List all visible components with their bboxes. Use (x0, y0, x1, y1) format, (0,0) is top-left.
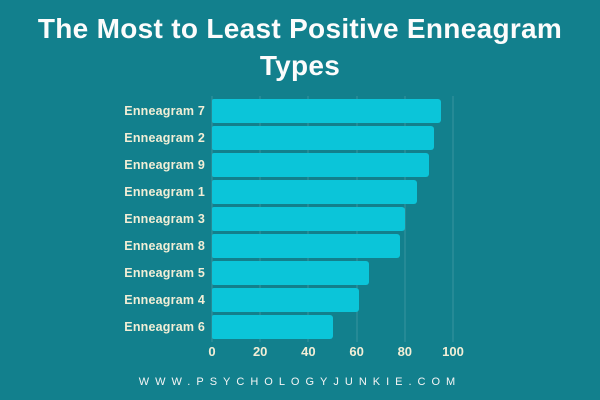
category-label: Enneagram 4 (124, 292, 205, 307)
bar (212, 125, 434, 150)
bar-track (212, 314, 453, 339)
bar (212, 260, 369, 285)
bar-track (212, 98, 453, 123)
gridline (404, 96, 406, 342)
bar (212, 287, 359, 312)
bar-row: Enneagram 2 (0, 124, 600, 151)
bar-track (212, 179, 453, 204)
category-label: Enneagram 2 (124, 130, 205, 145)
gridline (452, 96, 454, 342)
x-tick-label: 0 (208, 344, 216, 359)
category-label: Enneagram 5 (124, 265, 205, 280)
bar-chart: Enneagram 7 Enneagram 2 Enneagram 9 Enneagr… (0, 96, 600, 360)
x-tick-label: 80 (397, 344, 413, 359)
bar-row: Enneagram 5 (0, 259, 600, 286)
category-label: Enneagram 1 (124, 184, 205, 199)
x-tick-label: 100 (442, 344, 464, 359)
x-axis: 0 20 40 60 80 100 (208, 344, 463, 360)
bar-row: Enneagram 1 (0, 178, 600, 205)
website-url: WWW.PSYCHOLOGYJUNKIE.COM (138, 376, 462, 388)
category-label: Enneagram 8 (124, 238, 205, 253)
bar-track (212, 233, 453, 258)
bar-track (212, 152, 453, 177)
bar (212, 179, 417, 204)
bar-row: Enneagram 3 (0, 205, 600, 232)
bar-row: Enneagram 9 (0, 151, 600, 178)
bar-track (212, 206, 453, 231)
category-label: Enneagram 6 (124, 319, 205, 334)
bar (212, 152, 429, 177)
category-label: Enneagram 7 (124, 103, 205, 118)
category-label: Enneagram 9 (124, 157, 205, 172)
bar-track (212, 287, 453, 312)
bar-track (212, 125, 453, 150)
bar (212, 314, 333, 339)
bar-row: Enneagram 8 (0, 232, 600, 259)
bar-track (212, 260, 453, 285)
bar (212, 233, 400, 258)
bar-row: Enneagram 7 (0, 97, 600, 124)
bar (212, 206, 405, 231)
x-tick-label: 40 (301, 344, 316, 359)
bar-row: Enneagram 4 (0, 286, 600, 313)
category-label: Enneagram 3 (124, 211, 205, 226)
bar-rows: Enneagram 7 Enneagram 2 Enneagram 9 Enneagr… (0, 97, 600, 340)
page-title: The Most to Least Positive Enneagram Typ… (37, 13, 563, 81)
bar (212, 98, 441, 123)
bar-row: Enneagram 6 (0, 313, 600, 340)
x-tick-label: 60 (349, 344, 364, 359)
x-tick-label: 20 (252, 344, 268, 359)
